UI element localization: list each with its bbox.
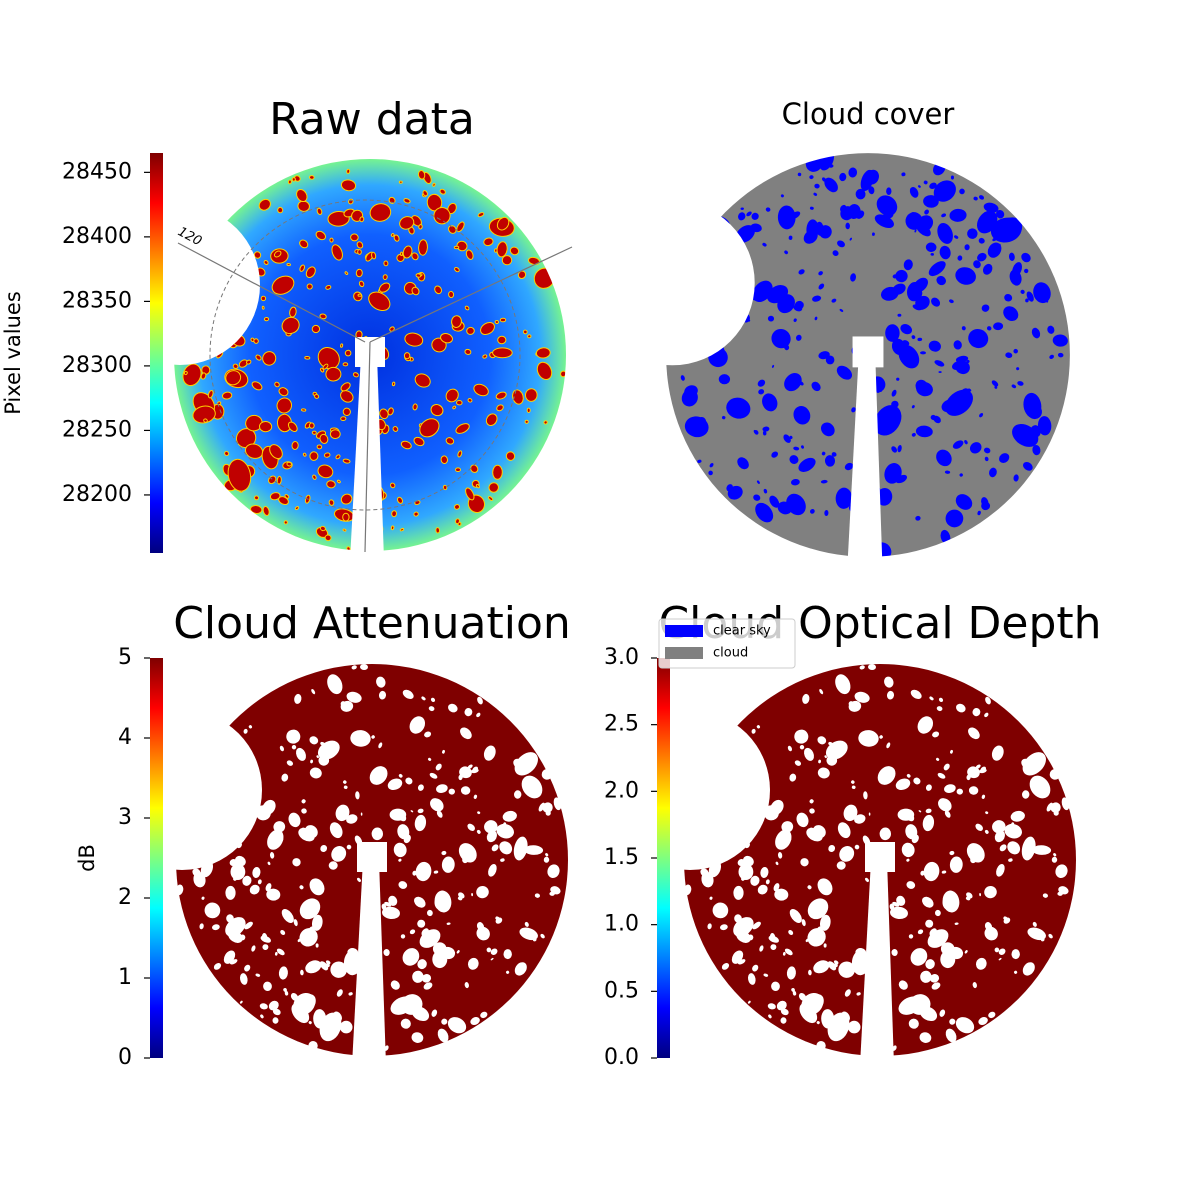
colorbar-tick-label: 0.0 <box>604 1045 639 1070</box>
colorbar-tick-label: 1.0 <box>604 912 639 937</box>
colorbar-label: dB <box>75 844 99 872</box>
sky-image <box>662 149 1074 561</box>
legend-swatch <box>665 625 703 637</box>
sky-image <box>172 660 572 1060</box>
colorbar-tick-label: 28300 <box>62 353 132 378</box>
colorbar-tick-label: 0 <box>118 1045 132 1070</box>
colorbar-tick-label: 4 <box>118 725 132 750</box>
colorbar-tick-label: 2.0 <box>604 778 639 803</box>
panel-title: Raw data <box>269 94 475 145</box>
sky-image <box>170 155 570 555</box>
panel-title: Cloud Attenuation <box>173 598 571 649</box>
colorbar <box>150 658 163 1058</box>
colorbar-tick-label: 2 <box>118 885 132 910</box>
colorbar <box>150 153 163 553</box>
panel: Cloud Attenuation 0 1 2 3 4 5 dB <box>75 598 572 1070</box>
colorbar-label: Pixel values <box>1 291 25 415</box>
colorbar-tick-label: 28350 <box>62 288 132 313</box>
colorbar-tick-label: 28200 <box>62 482 132 507</box>
legend-label: clear sky <box>713 624 771 639</box>
polar-axis <box>369 246 573 343</box>
polar-axis <box>177 242 366 343</box>
polar-axis <box>364 341 371 553</box>
sky-image <box>680 660 1080 1060</box>
colorbar-tick-label: 28450 <box>62 159 132 184</box>
legend: clear sky cloud <box>658 618 796 669</box>
colorbar-tick-label: 28400 <box>62 224 132 249</box>
polar-grid <box>209 199 521 511</box>
colorbar-tick-label: 28250 <box>62 417 132 442</box>
colorbar-tick-label: 3 <box>118 805 132 830</box>
panel-title: Cloud cover <box>782 97 955 131</box>
colorbar-tick-label: 0.5 <box>604 978 639 1003</box>
colorbar-tick-label: 3.0 <box>604 645 639 670</box>
colorbar <box>657 658 670 1058</box>
colorbar-tick-label: 2.5 <box>604 712 639 737</box>
colorbar-tick-label: 1.5 <box>604 845 639 870</box>
colorbar-tick-label: 1 <box>118 965 132 990</box>
panel: Cloud cover <box>662 97 1074 561</box>
panel: Raw data12028200282502830028350284002845… <box>1 94 573 555</box>
colorbar-tick-label: 5 <box>118 645 132 670</box>
legend-label: cloud <box>713 646 748 661</box>
legend-swatch <box>665 647 703 659</box>
